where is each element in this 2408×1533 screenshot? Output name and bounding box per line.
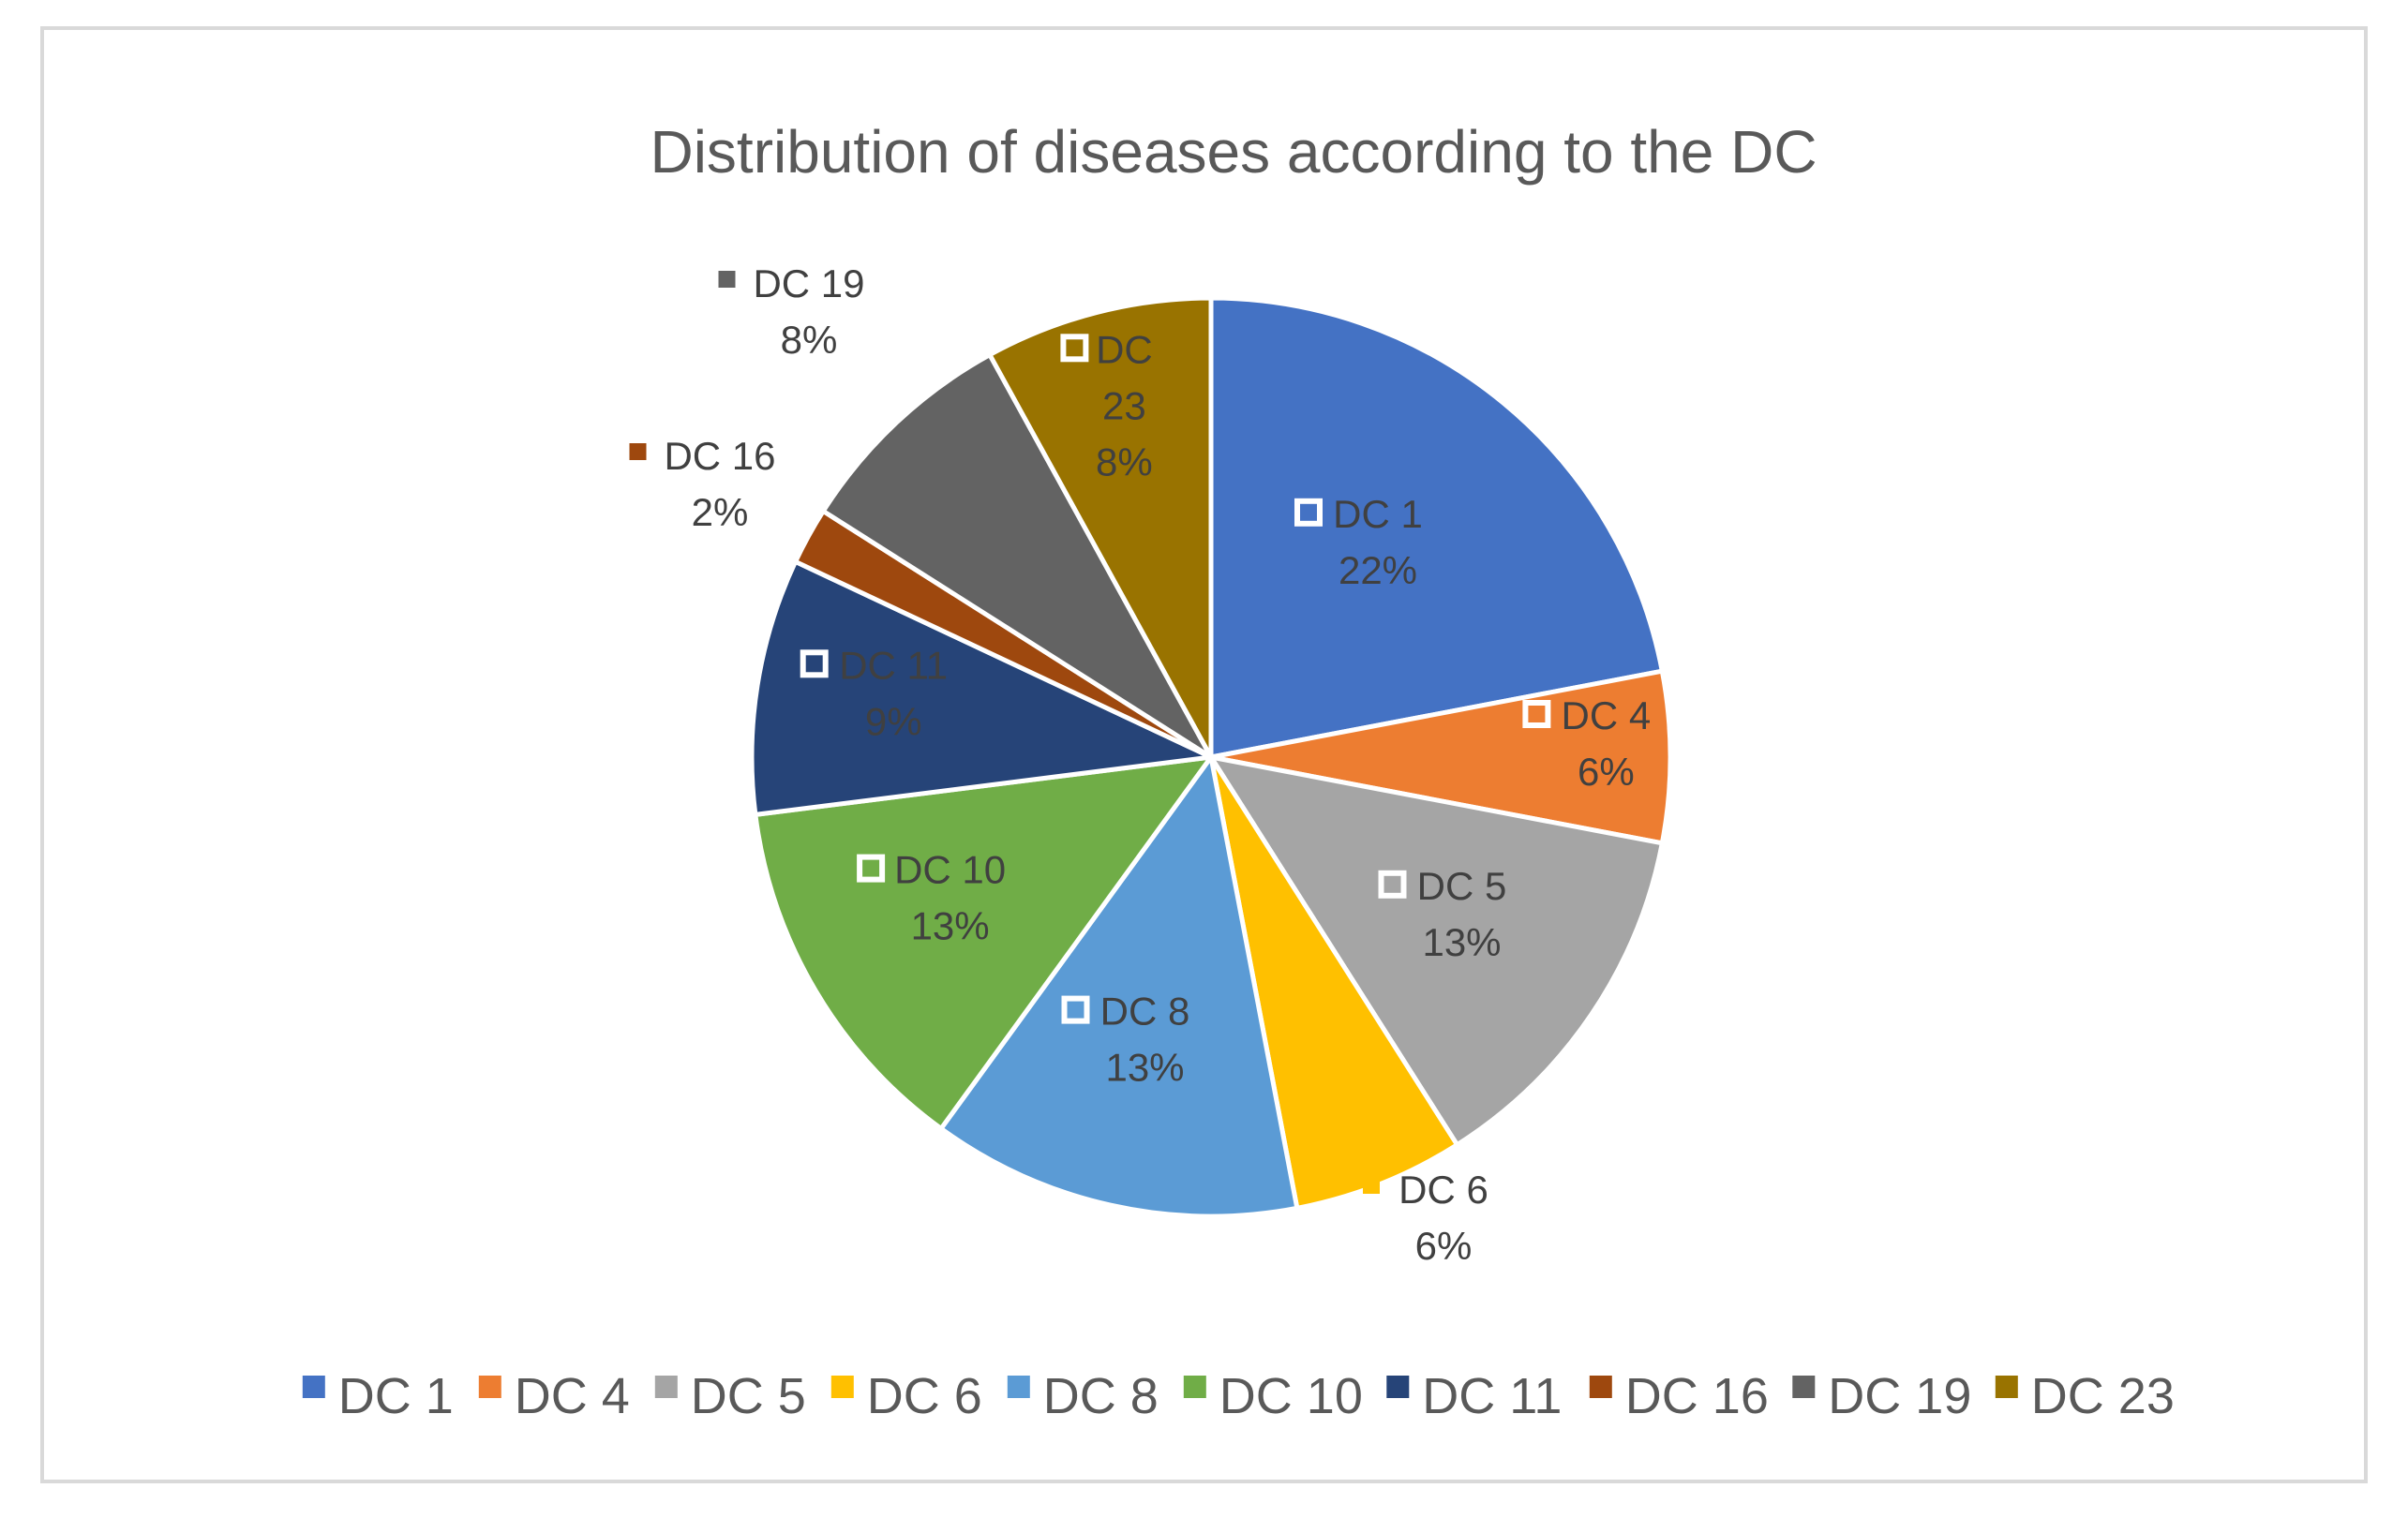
legend-item-dc-8[interactable]: DC 8 bbox=[1007, 1368, 1159, 1424]
legend-label: DC 23 bbox=[2031, 1368, 2175, 1424]
data-label-dc-4: DC 4 6% bbox=[1522, 693, 1652, 794]
data-label-dc-6: DC 6 6% bbox=[1363, 1168, 1488, 1268]
legend-swatch bbox=[478, 1376, 501, 1398]
legend-swatch bbox=[1995, 1376, 2018, 1398]
legend-swatch bbox=[830, 1376, 854, 1398]
label-key-dc-1 bbox=[1294, 498, 1323, 527]
legend-item-dc-1[interactable]: DC 1 bbox=[302, 1368, 454, 1424]
data-label-percent: 8% bbox=[1096, 439, 1153, 484]
data-label-percent: 13% bbox=[1422, 920, 1501, 964]
pie-slice-dc-23[interactable] bbox=[987, 295, 1214, 760]
label-key-dc-11 bbox=[800, 649, 829, 678]
data-label-percent: 8% bbox=[781, 318, 838, 362]
data-label-category: DC 16 bbox=[664, 434, 775, 478]
data-label-dc-10: DC 10 13% bbox=[857, 848, 1006, 948]
label-key-dc-8 bbox=[1061, 995, 1090, 1024]
data-label-percent: 13% bbox=[911, 904, 990, 948]
data-label-dc-23: DC 23 8% bbox=[1060, 327, 1153, 484]
data-label-percent: 13% bbox=[1105, 1046, 1184, 1090]
legend-swatch bbox=[1183, 1376, 1206, 1398]
legend-swatch bbox=[1589, 1376, 1612, 1398]
legend-item-dc-10[interactable]: DC 10 bbox=[1183, 1368, 1363, 1424]
legend-swatch bbox=[1386, 1376, 1410, 1398]
legend-label: DC 16 bbox=[1625, 1368, 1769, 1424]
label-key-dc-10 bbox=[857, 854, 886, 883]
data-label-category: DC 19 bbox=[753, 261, 864, 305]
pie-slice-dc-11[interactable] bbox=[749, 558, 1214, 817]
label-key-dc-4 bbox=[1522, 700, 1551, 728]
legend-item-dc-5[interactable]: DC 5 bbox=[654, 1368, 806, 1424]
data-label-dc-8: DC 8 13% bbox=[1061, 990, 1190, 1090]
legend-label: DC 10 bbox=[1219, 1368, 1363, 1424]
data-label-dc-19: DC 19 8% bbox=[718, 261, 865, 362]
pie-slice-dc-10[interactable] bbox=[753, 754, 1214, 1131]
pie-slice-dc-8[interactable] bbox=[938, 754, 1300, 1219]
pie-slice-dc-6[interactable] bbox=[1208, 754, 1460, 1211]
legend-label: DC 11 bbox=[1422, 1368, 1562, 1424]
data-label-category: DC 6 bbox=[1398, 1168, 1488, 1212]
legend-label: DC 5 bbox=[691, 1368, 806, 1424]
data-label-category: DC bbox=[1096, 327, 1153, 371]
legend-item-dc-4[interactable]: DC 4 bbox=[478, 1368, 630, 1424]
data-label-category: DC 4 bbox=[1562, 693, 1652, 737]
label-key-dc-19 bbox=[718, 271, 736, 288]
data-label-percent: 2% bbox=[692, 490, 749, 534]
label-key-dc-16 bbox=[629, 443, 647, 460]
pie-slice-dc-1[interactable] bbox=[1208, 295, 1665, 760]
data-label-category: DC 8 bbox=[1100, 990, 1190, 1034]
chart-title: Distribution of diseases according to th… bbox=[650, 118, 1817, 186]
legend-swatch bbox=[1007, 1376, 1030, 1398]
data-label-dc-16: DC 16 2% bbox=[629, 434, 776, 534]
data-label-percent: 6% bbox=[1415, 1224, 1473, 1268]
pie-slice-dc-4[interactable] bbox=[1208, 668, 1673, 846]
legend-item-dc-6[interactable]: DC 6 bbox=[830, 1368, 982, 1424]
label-key-dc-6 bbox=[1363, 1177, 1380, 1194]
pie-slice-dc-19[interactable] bbox=[820, 352, 1214, 760]
data-label-percent: 22% bbox=[1339, 548, 1417, 592]
legend-item-dc-19[interactable]: DC 19 bbox=[1792, 1368, 1971, 1424]
legend-label: DC 6 bbox=[867, 1368, 982, 1424]
data-label-percent: 6% bbox=[1578, 750, 1635, 794]
data-label-category: DC 11 bbox=[839, 643, 948, 687]
legend-swatch bbox=[654, 1376, 678, 1398]
legend-item-dc-16[interactable]: DC 16 bbox=[1589, 1368, 1769, 1424]
data-label-percent: 9% bbox=[865, 699, 922, 743]
legend-swatch bbox=[302, 1376, 325, 1398]
legend-label: DC 19 bbox=[1828, 1368, 1971, 1424]
label-key-dc-5 bbox=[1378, 870, 1407, 899]
label-key-dc-23 bbox=[1060, 334, 1089, 363]
legend-label: DC 8 bbox=[1043, 1368, 1159, 1424]
data-label-category: DC 5 bbox=[1417, 864, 1507, 908]
data-label-category: DC 10 bbox=[894, 848, 1006, 892]
data-label-category: DC 1 bbox=[1333, 492, 1423, 536]
data-label-dc-11: DC 11 9% bbox=[800, 643, 948, 743]
legend-item-dc-23[interactable]: DC 23 bbox=[1995, 1368, 2175, 1424]
pie-slice-dc-5[interactable] bbox=[1208, 754, 1665, 1148]
legend-label: DC 4 bbox=[515, 1368, 630, 1424]
legend-swatch bbox=[1792, 1376, 1816, 1398]
data-label-dc-1: DC 1 22% bbox=[1294, 492, 1423, 592]
data-label-dc-5: DC 5 13% bbox=[1378, 864, 1507, 964]
legend-label: DC 1 bbox=[338, 1368, 454, 1424]
data-label-category: 23 bbox=[1102, 383, 1146, 427]
legend-item-dc-11[interactable]: DC 11 bbox=[1386, 1368, 1562, 1424]
